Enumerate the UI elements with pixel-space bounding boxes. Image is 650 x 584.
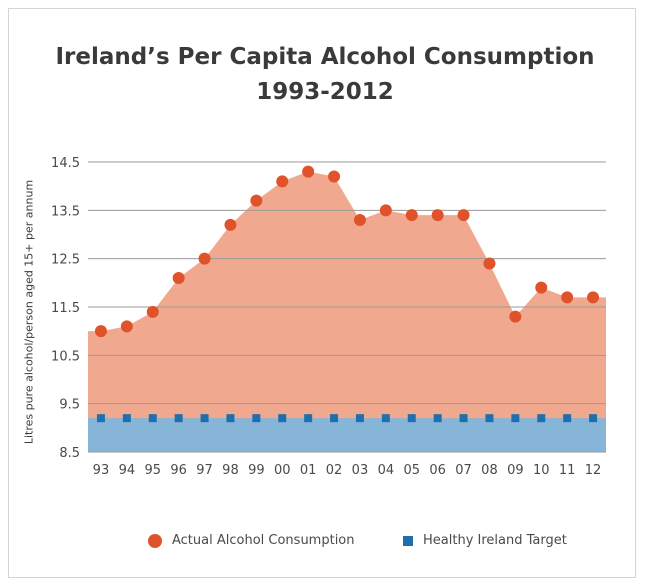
x-tick-label: 95	[144, 463, 161, 478]
x-tick-label: 93	[93, 463, 110, 478]
target-marker	[278, 414, 287, 423]
target-marker	[226, 414, 235, 423]
legend-label-actual: Actual Alcohol Consumption	[172, 533, 355, 548]
chart-title: Ireland’s Per Capita Alcohol Consumption	[55, 44, 595, 70]
target-marker	[330, 414, 339, 423]
legend-item-actual: Actual Alcohol Consumption	[148, 533, 355, 548]
y-tick-label: 12.5	[51, 253, 80, 268]
target-marker	[355, 414, 364, 423]
target-marker	[96, 414, 105, 423]
consumption-point	[483, 257, 496, 270]
consumption-point	[457, 209, 470, 222]
consumption-point	[224, 218, 237, 231]
y-tick-label: 10.5	[51, 349, 80, 364]
consumption-point	[276, 175, 289, 188]
y-tick-label: 11.5	[51, 301, 80, 316]
target-marker	[122, 414, 131, 423]
x-tick-label: 01	[300, 463, 317, 478]
x-tick-label: 09	[507, 463, 524, 478]
legend-item-target: Healthy Ireland Target	[403, 533, 567, 548]
x-tick-label: 04	[378, 463, 395, 478]
x-tick-label: 03	[352, 463, 369, 478]
x-tick-label: 10	[533, 463, 550, 478]
x-tick-label: 99	[248, 463, 265, 478]
x-tick-label: 94	[119, 463, 136, 478]
chart-subtitle: 1993-2012	[256, 79, 394, 105]
x-tick-label: 07	[455, 463, 472, 478]
target-marker	[252, 414, 261, 423]
target-marker	[485, 414, 494, 423]
legend-square-icon	[403, 535, 413, 546]
x-tick-label: 06	[429, 463, 446, 478]
x-tick-label: 96	[170, 463, 187, 478]
legend-label-target: Healthy Ireland Target	[423, 533, 567, 548]
consumption-point	[120, 320, 133, 333]
target-marker	[459, 414, 468, 423]
consumption-point	[561, 291, 574, 304]
target-marker	[511, 414, 520, 423]
target-marker	[304, 414, 313, 423]
legend-dot-icon	[148, 533, 162, 548]
target-marker	[407, 414, 416, 423]
x-tick-label: 00	[274, 463, 291, 478]
consumption-point	[353, 214, 366, 226]
consumption-point	[250, 194, 263, 207]
target-marker	[563, 414, 572, 423]
target-marker	[589, 414, 598, 423]
consumption-point	[587, 291, 600, 304]
target-marker	[148, 414, 157, 423]
consumption-point	[431, 209, 444, 222]
consumption-point	[146, 305, 159, 318]
x-tick-label: 11	[559, 463, 576, 478]
target-marker	[537, 414, 546, 423]
target-area	[88, 418, 606, 452]
consumption-point	[94, 325, 107, 338]
y-tick-label: 14.5	[51, 156, 80, 171]
consumption-point	[405, 209, 418, 222]
consumption-point	[172, 272, 185, 284]
target-marker	[433, 414, 442, 423]
y-tick-label: 8.5	[59, 446, 80, 461]
y-tick-label: 9.5	[59, 398, 80, 413]
target-marker	[381, 414, 390, 423]
x-tick-label: 05	[403, 463, 420, 478]
target-marker	[174, 414, 183, 423]
x-tick-label: 12	[585, 463, 602, 478]
x-tick-label: 08	[481, 463, 498, 478]
x-tick-label: 98	[222, 463, 239, 478]
consumption-point	[198, 252, 211, 265]
y-tick-label: 13.5	[51, 204, 80, 219]
consumption-point	[302, 165, 315, 178]
consumption-point	[328, 170, 341, 183]
consumption-point	[379, 204, 392, 217]
consumption-point	[535, 281, 548, 294]
target-marker	[200, 414, 209, 423]
consumption-point	[509, 310, 522, 323]
consumption-area	[88, 171, 606, 452]
x-tick-label: 97	[196, 463, 213, 478]
x-tick-label: 02	[326, 463, 343, 478]
